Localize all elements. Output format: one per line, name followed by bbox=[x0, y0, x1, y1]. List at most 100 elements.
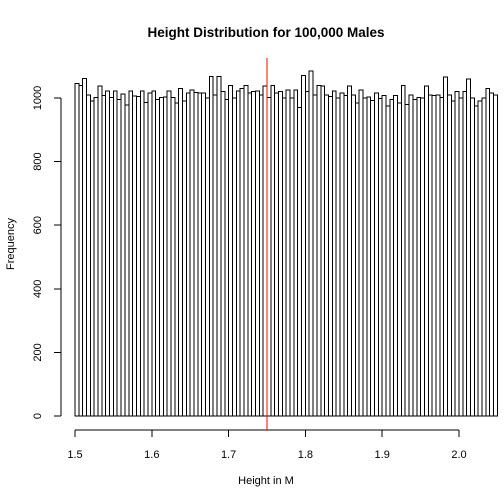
histogram-bar bbox=[262, 85, 268, 417]
histogram-bar bbox=[197, 92, 203, 417]
histogram-bar bbox=[439, 96, 445, 417]
histogram-bar bbox=[147, 92, 153, 417]
bars-group bbox=[74, 70, 498, 417]
histogram-bar bbox=[485, 87, 491, 417]
histogram-bar bbox=[293, 89, 299, 417]
histogram-bar bbox=[416, 96, 422, 417]
histogram-bar bbox=[358, 89, 364, 417]
histogram-bar bbox=[343, 94, 349, 417]
histogram-bar bbox=[289, 97, 295, 417]
histogram-bar bbox=[466, 78, 472, 417]
histogram-bar bbox=[270, 84, 276, 417]
histogram-bar bbox=[74, 83, 80, 417]
x-tick-label: 1.9 bbox=[375, 449, 390, 461]
histogram-bar bbox=[320, 85, 326, 417]
histogram-bar bbox=[155, 99, 160, 417]
histogram-bar bbox=[162, 96, 168, 417]
histogram-bar bbox=[446, 94, 452, 417]
histogram-bar bbox=[105, 90, 111, 417]
histogram-bar bbox=[124, 104, 130, 417]
histogram-bar bbox=[385, 105, 391, 417]
y-tick-label: 1000 bbox=[32, 86, 44, 110]
histogram-bar bbox=[327, 95, 333, 417]
histogram-bar bbox=[251, 91, 256, 417]
histogram-bar bbox=[397, 102, 402, 417]
histogram-bar bbox=[82, 77, 88, 417]
histogram-bar bbox=[182, 100, 187, 417]
histogram-bar bbox=[135, 96, 141, 417]
histogram-bar bbox=[254, 90, 260, 417]
x-tick-label: 1.8 bbox=[298, 449, 313, 461]
histogram-bar bbox=[374, 92, 379, 417]
histogram-bar bbox=[281, 97, 287, 417]
histogram-bar bbox=[347, 85, 352, 417]
histogram-bar bbox=[350, 94, 356, 417]
x-axis-label: Height in M bbox=[238, 475, 294, 487]
histogram-bar bbox=[362, 97, 368, 417]
histogram-bar bbox=[454, 91, 460, 417]
y-tick-label: 800 bbox=[32, 152, 44, 170]
histogram-bar bbox=[308, 70, 314, 417]
y-tick-label: 0 bbox=[32, 413, 44, 419]
histogram-bar bbox=[470, 97, 475, 417]
histogram-bar bbox=[431, 94, 437, 417]
histogram-bar bbox=[178, 87, 184, 417]
histogram-bar bbox=[89, 100, 95, 417]
histogram-bar bbox=[208, 75, 214, 417]
histogram-bar bbox=[139, 90, 145, 417]
histogram-bar bbox=[228, 84, 233, 417]
histogram-bar bbox=[389, 99, 395, 417]
histogram-bar bbox=[101, 94, 107, 417]
histogram-bar bbox=[423, 85, 429, 417]
histogram-bar bbox=[216, 75, 222, 417]
y-tick-label: 200 bbox=[32, 343, 44, 361]
histogram-bar bbox=[493, 94, 498, 417]
histogram-bar bbox=[354, 102, 360, 417]
histogram-bar bbox=[132, 95, 137, 417]
histogram-bar bbox=[297, 107, 303, 417]
histogram-bar bbox=[427, 94, 433, 417]
histogram-bar bbox=[412, 99, 418, 417]
histogram-bar bbox=[212, 94, 218, 417]
y-axis-label: Frequency bbox=[5, 218, 17, 270]
histogram-bar bbox=[458, 97, 464, 417]
histogram-bar bbox=[266, 96, 272, 417]
histogram-bar bbox=[420, 97, 425, 417]
histogram-bar bbox=[143, 101, 149, 417]
histogram-bar bbox=[381, 94, 387, 417]
histogram-bar bbox=[243, 84, 249, 417]
histogram-bar bbox=[93, 96, 99, 417]
y-tick-label: 600 bbox=[32, 216, 44, 234]
x-tick-label: 1.7 bbox=[221, 449, 236, 461]
histogram-bar bbox=[109, 96, 114, 417]
x-axis: 1.5 1.6 1.7 1.8 1.9 2.0 bbox=[67, 429, 467, 461]
histogram-bar bbox=[166, 90, 172, 417]
histogram-bar bbox=[404, 103, 410, 417]
histogram-bar bbox=[335, 97, 341, 417]
histogram-bar bbox=[231, 97, 237, 417]
histogram-bar bbox=[331, 90, 337, 417]
y-tick-label: 400 bbox=[32, 280, 44, 298]
histogram-bar bbox=[158, 96, 164, 417]
histogram-bar bbox=[370, 100, 376, 417]
histogram-bar bbox=[86, 94, 91, 417]
histogram-bar bbox=[220, 91, 226, 417]
histogram-bar bbox=[443, 76, 448, 417]
histogram-bar bbox=[489, 92, 495, 417]
histogram-bar bbox=[377, 98, 383, 417]
histogram-bar bbox=[205, 97, 210, 417]
histogram-bar bbox=[462, 91, 468, 417]
histogram-bar bbox=[128, 90, 134, 417]
histogram-bar bbox=[473, 105, 479, 417]
histogram-bar bbox=[193, 91, 199, 417]
histogram-bar bbox=[97, 85, 103, 417]
histogram-bar bbox=[285, 89, 291, 417]
histogram-bar bbox=[247, 92, 253, 417]
chart-title: Height Distribution for 100,000 Males bbox=[147, 25, 384, 40]
histogram-bar bbox=[258, 94, 264, 417]
histogram-bar bbox=[174, 102, 180, 417]
histogram-bar bbox=[274, 92, 280, 417]
histogram-bar bbox=[450, 100, 456, 417]
histogram-bar bbox=[408, 94, 414, 417]
